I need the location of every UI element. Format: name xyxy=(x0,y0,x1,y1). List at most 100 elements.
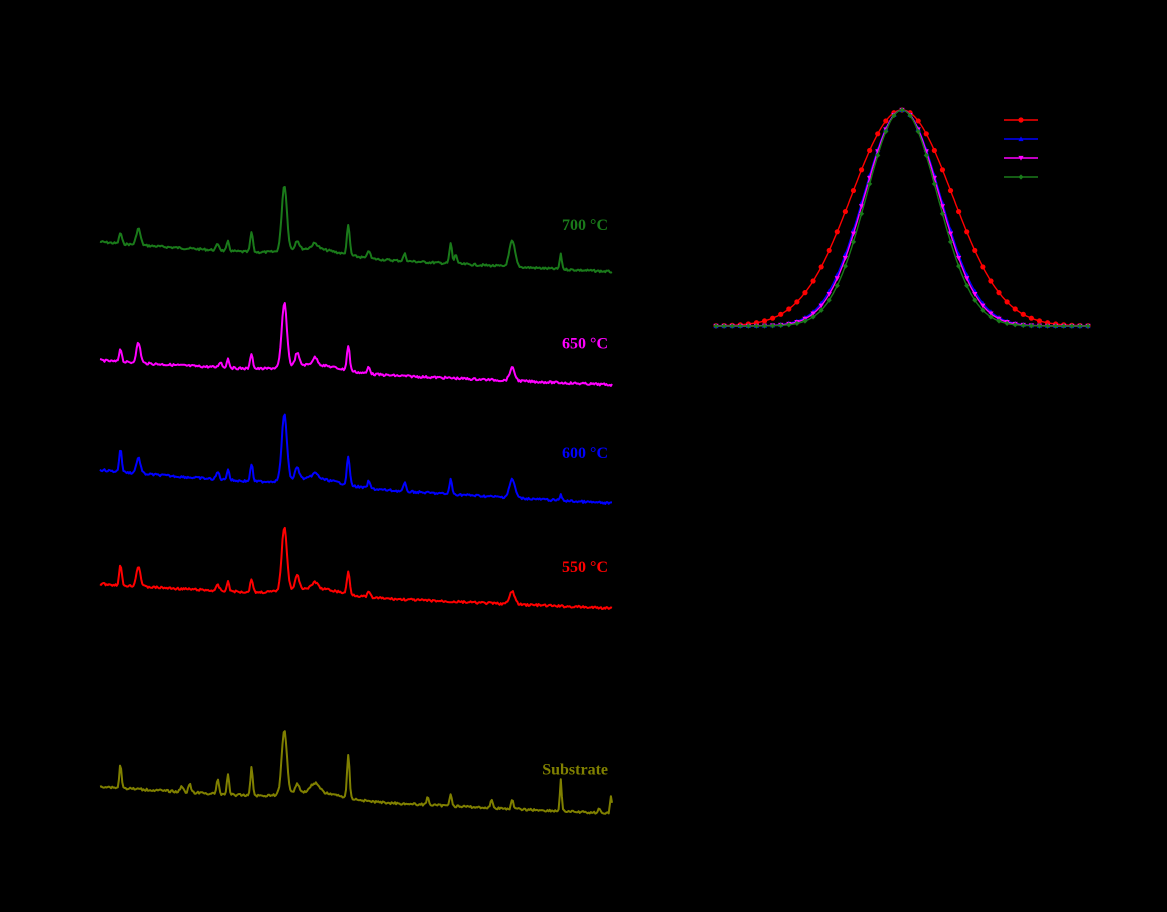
rocking-curve-point xyxy=(996,290,1002,296)
rocking-curve-point xyxy=(802,290,808,296)
rocking-curve-point xyxy=(988,314,994,320)
xrd-label-600-c: 600 °C xyxy=(562,445,608,462)
rocking-curve-point xyxy=(1004,320,1010,327)
rocking-curve-point xyxy=(923,152,929,158)
rocking-curve-point xyxy=(1028,315,1034,321)
rocking-curve-point xyxy=(713,323,719,329)
legend-item-4 xyxy=(1004,174,1038,180)
rocking-curve-point xyxy=(947,187,954,194)
rocking-curve-point xyxy=(1004,299,1010,305)
rocking-curve-point xyxy=(956,263,962,269)
rocking-curve-point xyxy=(980,303,986,309)
rocking-curve-point xyxy=(980,264,986,270)
rocking-curve-point xyxy=(850,187,857,194)
rocking-curve-point xyxy=(1044,323,1051,329)
rocking-curve-point xyxy=(988,278,994,284)
rocking-curve-point xyxy=(778,311,784,317)
rocking-curve-point xyxy=(1012,306,1018,312)
rocking-curve-point xyxy=(972,297,978,303)
xrd-label-550-c: 550 °C xyxy=(562,559,608,576)
rocking-curve-point xyxy=(875,131,881,137)
rocking-curve-point xyxy=(947,231,954,237)
rocking-curve-point xyxy=(931,147,937,154)
rocking-curve-point xyxy=(858,204,865,209)
rocking-curve-point xyxy=(964,276,970,281)
rocking-curve-point xyxy=(810,311,816,317)
rocking-curve-point xyxy=(883,128,889,135)
rocking-curve-point xyxy=(867,181,873,187)
rocking-curve-point xyxy=(939,211,946,217)
rocking-curve-point xyxy=(770,315,776,321)
rocking-curve-point xyxy=(745,323,751,329)
rocking-curve-point xyxy=(753,323,760,329)
rocking-curve-point xyxy=(842,263,848,269)
rocking-curve-point xyxy=(956,208,962,215)
rocking-curve-point xyxy=(842,208,848,215)
rocking-curve-point xyxy=(826,247,832,254)
rocking-curve-point xyxy=(721,323,727,329)
rocking-curve-point xyxy=(850,239,857,245)
rocking-curve-point xyxy=(875,152,881,158)
rocking-curve-point xyxy=(761,318,768,324)
legend-item-2 xyxy=(1004,136,1038,142)
rocking-curve-point xyxy=(850,231,857,237)
rocking-curve-point xyxy=(810,314,816,320)
rocking-curve-point xyxy=(1061,323,1067,329)
rocking-curve-point xyxy=(964,282,970,289)
rocking-curve-point xyxy=(939,204,946,209)
rocking-curve-point xyxy=(834,276,840,281)
xrd-trace-650-c xyxy=(99,302,613,387)
rocking-curve-point xyxy=(923,131,929,137)
rocking-curve-point xyxy=(858,211,865,217)
rocking-curve-point xyxy=(939,167,946,173)
rocking-curve-point xyxy=(786,306,792,312)
rocking-curve-point xyxy=(980,307,986,313)
rocking-curve-point xyxy=(1053,323,1059,329)
rocking-curve-point xyxy=(818,303,824,309)
rocking-curve-point xyxy=(907,112,913,119)
rocking-curve-point xyxy=(972,292,978,297)
rocking-curve-point xyxy=(891,112,897,119)
rocking-curve-point xyxy=(1036,323,1043,329)
rocking-curve-series-4 xyxy=(713,107,1091,329)
rocking-curve-point xyxy=(972,247,978,254)
xrd-trace-600-c xyxy=(99,413,612,505)
rocking-curve-point xyxy=(996,318,1002,324)
rocking-curve-point xyxy=(1020,322,1026,329)
rocking-curve-point xyxy=(1085,323,1091,329)
rocking-curve-point xyxy=(1077,323,1083,329)
rocking-curve-point xyxy=(915,128,921,135)
legend-swatch-marker xyxy=(1018,174,1024,180)
rocking-curve-point xyxy=(818,264,824,270)
xrd-trace-700-c xyxy=(99,186,613,274)
rocking-curve-point xyxy=(794,320,800,327)
rocking-curve-point xyxy=(1028,323,1034,329)
rocking-curve-point xyxy=(931,181,937,187)
rocking-curve-point xyxy=(947,239,954,245)
xrd-label-700-c: 700 °C xyxy=(562,217,608,234)
xrd-patterns-panel: 700 °C 650 °C 600 °C 550 °C Substrate xyxy=(99,186,613,815)
rocking-curve-point xyxy=(810,278,816,284)
rocking-curve-point xyxy=(964,229,970,235)
legend-swatch-marker xyxy=(1018,117,1024,123)
xrd-trace-550-c xyxy=(99,526,613,610)
rocking-curve-point xyxy=(778,322,784,329)
rocking-curve-point xyxy=(786,322,792,328)
rocking-curve-point xyxy=(867,147,873,154)
rocking-curve-point xyxy=(729,323,735,329)
rocking-curve-point xyxy=(818,307,824,313)
rocking-curve-point xyxy=(802,318,808,324)
rocking-curve-point xyxy=(956,256,962,261)
xrd-trace-substrate xyxy=(99,730,613,815)
rocking-curve-point xyxy=(1012,322,1018,328)
rocking-curve-point xyxy=(1020,311,1026,317)
rocking-curve-point xyxy=(842,256,848,261)
rocking-curve-point xyxy=(883,118,889,124)
rocking-curve-point xyxy=(826,292,832,297)
rocking-curve-panel xyxy=(713,107,1091,329)
rocking-curve-point xyxy=(858,167,865,173)
rocking-curve-point xyxy=(761,323,768,329)
rocking-curve-point xyxy=(834,229,840,235)
